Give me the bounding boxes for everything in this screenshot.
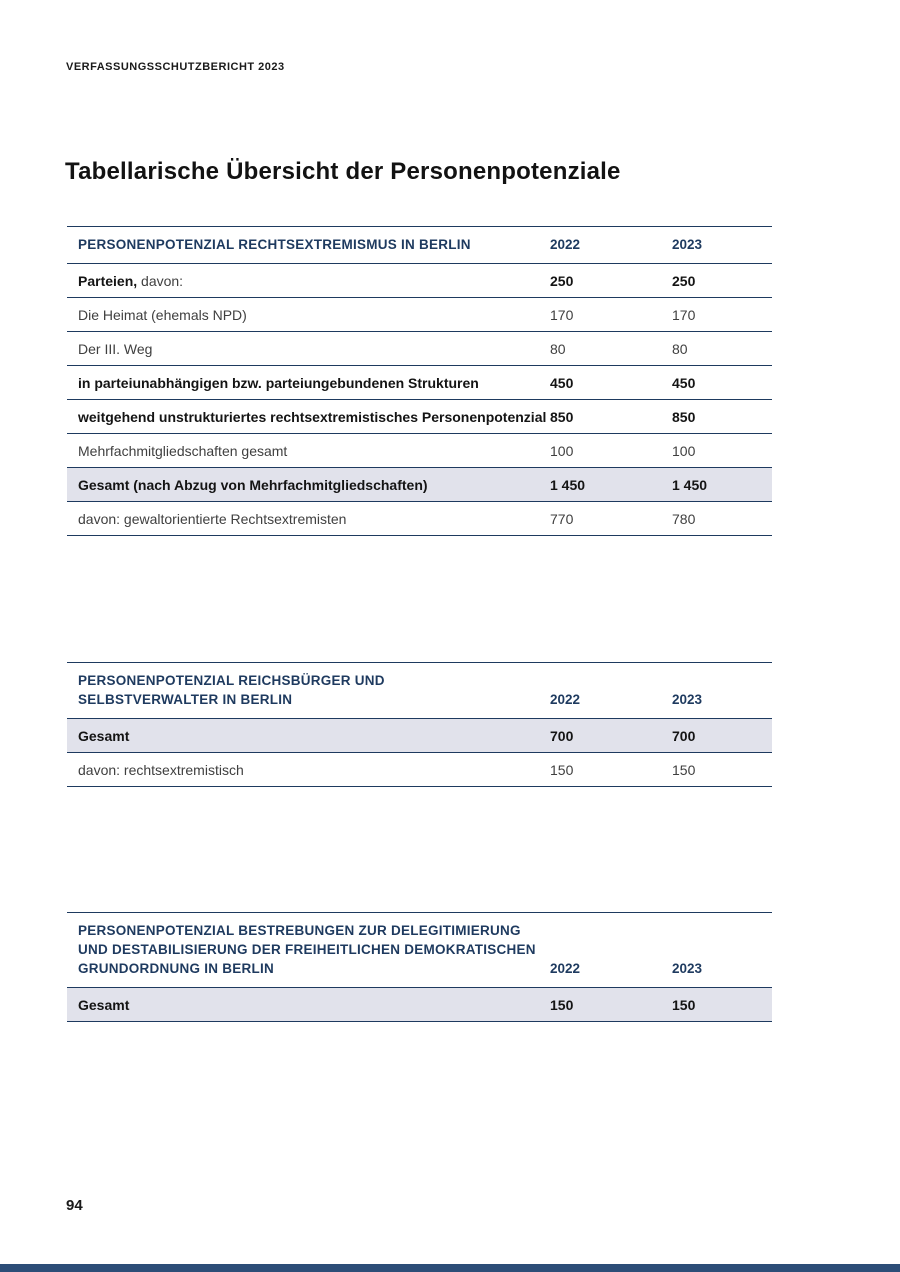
page-title: Tabellarische Übersicht der Personenpote… <box>65 158 621 185</box>
column-header-2022: 2022 <box>550 237 581 252</box>
value-2023: 780 <box>672 510 696 527</box>
value-2023: 170 <box>672 306 696 323</box>
value-2022: 80 <box>550 340 566 357</box>
table-body: Gesamt 700 700 davon: rechtsextremistisch 15… <box>67 719 772 787</box>
row-label: Gesamt <box>67 997 550 1013</box>
row-label: in parteiunabhängigen bzw. parteiungebun… <box>67 375 550 391</box>
value-2023: 150 <box>672 761 696 778</box>
row-label: Die Heimat (ehemals NPD) <box>67 307 550 323</box>
value-2022: 150 <box>550 996 574 1013</box>
table-body: Gesamt 150 150 <box>67 988 772 1022</box>
row-label-strong: Gesamt (nach Abzug von Mehrfachmitglieds… <box>78 476 428 493</box>
table-header: PERSONENPOTENZIAL RECHTSEXTREMISMUS IN B… <box>67 226 772 264</box>
table-header: PERSONENPOTENZIAL REICHSBÜRGER UND SELBST… <box>67 662 772 719</box>
running-header: VERFASSUNGSSCHUTZBERICHT 2023 <box>66 61 285 73</box>
table-header: PERSONENPOTENZIAL BESTREBUNGEN ZUR DELEG… <box>67 912 772 988</box>
value-2022: 850 <box>550 408 574 425</box>
table-row: davon: rechtsextremistisch 150 150 <box>67 753 772 787</box>
row-label: davon: rechtsextremistisch <box>67 762 550 778</box>
column-header-2022: 2022 <box>550 961 581 976</box>
table-title-line: PERSONENPOTENZIAL REICHSBÜRGER UND <box>78 673 385 688</box>
value-2022: 450 <box>550 374 574 391</box>
table-title: PERSONENPOTENZIAL REICHSBÜRGER UND SELBST… <box>67 671 550 709</box>
row-label: Gesamt <box>67 728 550 744</box>
value-2022: 250 <box>550 272 574 289</box>
value-2022: 1 450 <box>550 476 586 493</box>
value-2023: 450 <box>672 374 696 391</box>
table-row: Parteien, davon: 250 250 <box>67 264 772 298</box>
value-2022: 770 <box>550 510 574 527</box>
column-header-2023: 2023 <box>672 961 703 976</box>
value-2023: 700 <box>672 727 696 744</box>
table-row: Der III. Weg 80 80 <box>67 332 772 366</box>
row-label-strong: Gesamt <box>78 996 130 1013</box>
column-header-2023: 2023 <box>672 692 703 707</box>
table-title-line: PERSONENPOTENZIAL BESTREBUNGEN ZUR DELEG… <box>78 923 521 938</box>
row-label: weitgehend unstrukturiertes rechtsextrem… <box>67 409 550 425</box>
table-row: Mehrfachmitgliedschaften gesamt 100 100 <box>67 434 772 468</box>
row-label: davon: gewaltorientierte Rechtsextremist… <box>67 511 550 527</box>
table-title: PERSONENPOTENZIAL BESTREBUNGEN ZUR DELEG… <box>67 921 550 978</box>
page-number: 94 <box>66 1197 83 1214</box>
row-label-normal: Die Heimat (ehemals NPD) <box>78 306 247 323</box>
table-body: Parteien, davon: 250 250 Die Heimat (ehemal… <box>67 264 772 536</box>
row-label-strong: Parteien, <box>78 272 138 289</box>
table-row: Die Heimat (ehemals NPD) 170 170 <box>67 298 772 332</box>
row-label-normal: davon: <box>137 272 184 289</box>
row-label-normal: Mehrfachmitgliedschaften gesamt <box>78 442 288 459</box>
value-2023: 80 <box>672 340 688 357</box>
row-label: Parteien, davon: <box>67 273 550 289</box>
row-label: Gesamt (nach Abzug von Mehrfachmitglieds… <box>67 477 550 493</box>
table-title-line: UND DESTABILISIERUNG DER FREIHEITLICHEN … <box>78 942 536 957</box>
row-label: Der III. Weg <box>67 341 550 357</box>
table-delegitimierung: PERSONENPOTENZIAL BESTREBUNGEN ZUR DELEG… <box>67 912 772 1022</box>
value-2022: 100 <box>550 442 574 459</box>
footer-bar <box>0 1264 900 1272</box>
column-header-2022: 2022 <box>550 692 581 707</box>
value-2022: 700 <box>550 727 574 744</box>
row-label-normal: Der III. Weg <box>78 340 153 357</box>
table-row: Gesamt 700 700 <box>67 719 772 753</box>
value-2023: 250 <box>672 272 696 289</box>
value-2023: 1 450 <box>672 476 708 493</box>
table-title-line: SELBSTVERWALTER IN BERLIN <box>78 692 293 707</box>
column-header-2023: 2023 <box>672 237 703 252</box>
table-title-line: GRUNDORDNUNG IN BERLIN <box>78 961 274 976</box>
row-label-strong: in parteiunabhängigen bzw. parteiungebun… <box>78 374 479 391</box>
row-label-strong: Gesamt <box>78 727 130 744</box>
row-label: Mehrfachmitgliedschaften gesamt <box>67 443 550 459</box>
table-row: Gesamt 150 150 <box>67 988 772 1022</box>
value-2023: 100 <box>672 442 696 459</box>
table-row: in parteiunabhängigen bzw. parteiungebun… <box>67 366 772 400</box>
value-2023: 850 <box>672 408 696 425</box>
table-row: weitgehend unstrukturiertes rechtsextrem… <box>67 400 772 434</box>
value-2022: 170 <box>550 306 574 323</box>
table-reichsbuerger: PERSONENPOTENZIAL REICHSBÜRGER UND SELBST… <box>67 662 772 787</box>
table-row: Gesamt (nach Abzug von Mehrfachmitglieds… <box>67 468 772 502</box>
value-2023: 150 <box>672 996 696 1013</box>
value-2022: 150 <box>550 761 574 778</box>
row-label-strong: weitgehend unstrukturiertes rechtsextrem… <box>78 408 547 425</box>
row-label-normal: davon: gewaltorientierte Rechtsextremist… <box>78 510 347 527</box>
table-title: PERSONENPOTENZIAL RECHTSEXTREMISMUS IN B… <box>67 235 550 254</box>
table-title-line: PERSONENPOTENZIAL RECHTSEXTREMISMUS IN B… <box>78 237 471 252</box>
table-row: davon: gewaltorientierte Rechtsextremist… <box>67 502 772 536</box>
row-label-normal: davon: rechtsextremistisch <box>78 761 244 778</box>
table-rechtsextremismus: PERSONENPOTENZIAL RECHTSEXTREMISMUS IN B… <box>67 226 772 536</box>
